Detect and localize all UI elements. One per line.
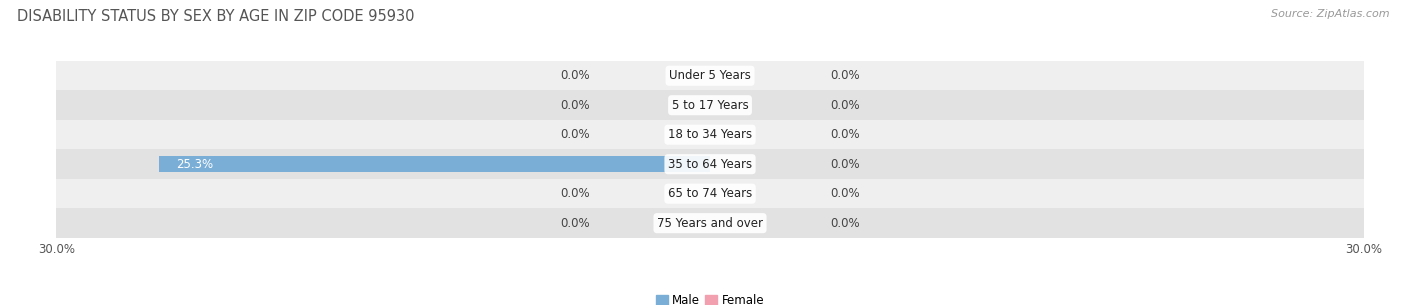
Bar	[56, 61, 1364, 91]
Text: 0.0%: 0.0%	[830, 99, 859, 112]
Text: Source: ZipAtlas.com: Source: ZipAtlas.com	[1271, 9, 1389, 19]
Text: 0.0%: 0.0%	[830, 128, 859, 141]
Text: 0.0%: 0.0%	[830, 217, 859, 230]
Text: 0.0%: 0.0%	[561, 217, 591, 230]
Legend: Male, Female: Male, Female	[651, 289, 769, 305]
Text: 65 to 74 Years: 65 to 74 Years	[668, 187, 752, 200]
Text: 35 to 64 Years: 35 to 64 Years	[668, 158, 752, 171]
Text: 0.0%: 0.0%	[561, 128, 591, 141]
Text: 0.0%: 0.0%	[561, 187, 591, 200]
Text: Under 5 Years: Under 5 Years	[669, 69, 751, 82]
Text: 75 Years and over: 75 Years and over	[657, 217, 763, 230]
Text: 18 to 34 Years: 18 to 34 Years	[668, 128, 752, 141]
Bar	[56, 179, 1364, 208]
Text: DISABILITY STATUS BY SEX BY AGE IN ZIP CODE 95930: DISABILITY STATUS BY SEX BY AGE IN ZIP C…	[17, 9, 415, 24]
Text: 0.0%: 0.0%	[830, 69, 859, 82]
Text: 0.0%: 0.0%	[830, 158, 859, 171]
Bar	[56, 91, 1364, 120]
Bar	[159, 156, 710, 172]
Text: 0.0%: 0.0%	[561, 69, 591, 82]
Text: 0.0%: 0.0%	[561, 99, 591, 112]
Bar	[56, 120, 1364, 149]
Bar	[56, 208, 1364, 238]
Text: 0.0%: 0.0%	[830, 187, 859, 200]
Text: 25.3%: 25.3%	[176, 158, 214, 171]
Bar	[56, 149, 1364, 179]
Text: 5 to 17 Years: 5 to 17 Years	[672, 99, 748, 112]
